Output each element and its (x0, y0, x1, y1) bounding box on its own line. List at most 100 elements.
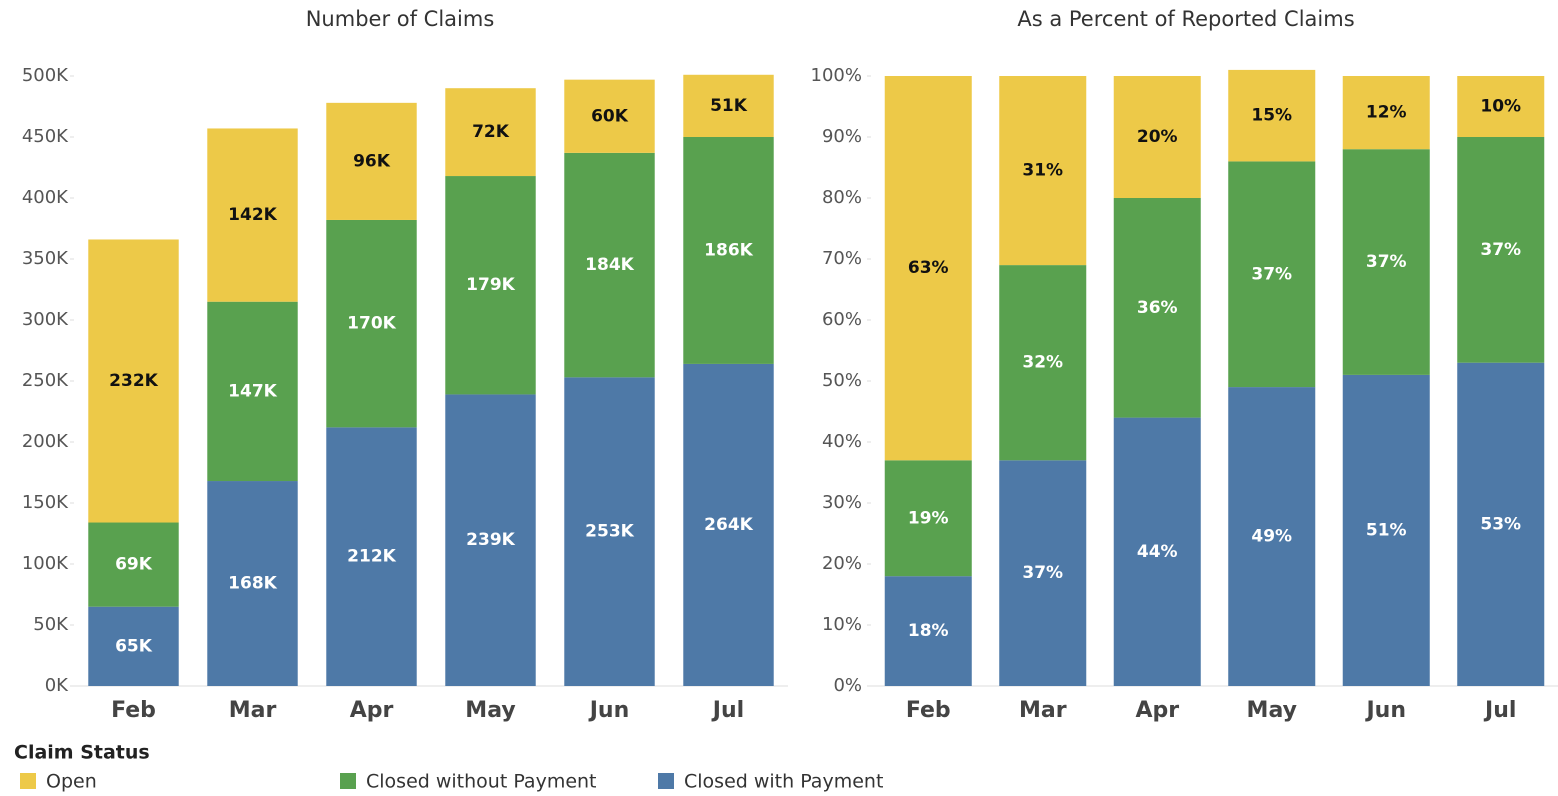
bar-segment (1342, 149, 1430, 375)
data-label: 239K (466, 530, 515, 550)
legend-label: Open (46, 771, 97, 793)
data-label: 15% (1251, 106, 1292, 126)
legend-swatch (20, 773, 36, 789)
x-tick-label: May (1247, 698, 1297, 723)
legend-label: Closed with Payment (684, 771, 883, 793)
data-label: 12% (1366, 103, 1407, 123)
y-tick-label: 50K (33, 614, 69, 635)
data-label: 37% (1251, 264, 1292, 284)
y-tick-label: 30% (822, 492, 862, 513)
x-tick-label: Apr (1135, 698, 1179, 723)
bar-segment (326, 427, 417, 686)
x-tick-label: Jul (711, 698, 744, 723)
bar-segment (445, 88, 536, 177)
bar-segment (326, 219, 417, 428)
y-tick-label: 100K (22, 553, 69, 574)
bar-segment (326, 102, 417, 220)
data-label: 264K (704, 515, 753, 535)
y-tick-label: 90% (822, 126, 862, 147)
bar-segment (1113, 76, 1201, 198)
data-label: 36% (1137, 298, 1178, 318)
x-tick-label: Feb (906, 698, 951, 723)
legend-swatch (658, 773, 674, 789)
x-tick-label: Feb (111, 698, 156, 723)
bar-segment (207, 301, 298, 482)
data-label: 147K (228, 381, 277, 401)
bar-segment (1342, 76, 1430, 150)
y-tick-label: 70% (822, 248, 862, 269)
bar-segment (445, 394, 536, 686)
y-tick-label: 500K (22, 65, 69, 86)
data-label: 72K (472, 122, 510, 142)
x-tick-label: Jun (588, 698, 630, 723)
bar-segment (445, 176, 536, 395)
data-label: 10% (1480, 97, 1521, 117)
data-label: 31% (1022, 161, 1063, 181)
bar-segment (999, 265, 1087, 461)
y-tick-label: 60% (822, 309, 862, 330)
y-tick-label: 200K (22, 431, 69, 452)
data-label: 49% (1251, 527, 1292, 547)
data-label: 184K (585, 255, 634, 275)
bar-segment (683, 137, 774, 364)
legend-title: Claim Status (14, 742, 150, 764)
data-label: 53% (1480, 514, 1521, 534)
bar-segment (884, 460, 972, 577)
data-label: 253K (585, 522, 634, 542)
y-tick-label: 0% (833, 675, 862, 696)
y-tick-label: 50% (822, 370, 862, 391)
data-label: 51K (710, 96, 748, 116)
data-label: 170K (347, 314, 396, 334)
y-tick-label: 10% (822, 614, 862, 635)
bar-segment (1342, 374, 1430, 686)
data-label: 60K (591, 106, 629, 126)
y-tick-label: 350K (22, 248, 69, 269)
bar-segment (884, 576, 972, 686)
legend-label: Closed without Payment (366, 771, 597, 793)
data-label: 37% (1480, 240, 1521, 260)
x-tick-label: Jun (1364, 698, 1406, 723)
data-label: 44% (1137, 542, 1178, 562)
y-tick-label: 20% (822, 553, 862, 574)
bar-segment (207, 481, 298, 686)
data-label: 19% (908, 508, 949, 528)
data-label: 65K (115, 636, 153, 656)
y-tick-label: 80% (822, 187, 862, 208)
data-label: 232K (109, 371, 158, 391)
bar-segment (1457, 362, 1545, 686)
data-label: 18% (908, 621, 949, 641)
x-tick-label: May (465, 698, 515, 723)
data-label: 142K (228, 205, 277, 225)
bar-segment (1228, 387, 1316, 686)
bar-segment (88, 239, 179, 523)
data-label: 179K (466, 275, 515, 295)
x-tick-label: Mar (1019, 698, 1067, 723)
y-tick-label: 300K (22, 309, 69, 330)
bar-segment (564, 152, 655, 378)
bar-segment (207, 128, 298, 302)
x-tick-label: Apr (350, 698, 394, 723)
bar-segment (1113, 198, 1201, 418)
bar-segment (1457, 137, 1545, 363)
bar-segment (564, 79, 655, 153)
bar-segment (88, 522, 179, 607)
bar-segment (999, 460, 1087, 686)
data-label: 32% (1022, 353, 1063, 373)
bar-segment (999, 76, 1087, 266)
bar-segment (88, 606, 179, 686)
data-label: 63% (908, 258, 949, 278)
y-tick-label: 150K (22, 492, 69, 513)
x-tick-label: Jul (1483, 698, 1516, 723)
bar-segment (1228, 161, 1316, 388)
data-label: 37% (1366, 252, 1407, 272)
bar-segment (1113, 417, 1201, 686)
chart-title: Number of Claims (306, 7, 495, 31)
bar-segment (884, 76, 972, 461)
y-tick-label: 400K (22, 187, 69, 208)
data-label: 186K (704, 240, 753, 260)
y-tick-label: 0K (45, 675, 69, 696)
bar-segment (683, 74, 774, 137)
bar-segment (1457, 76, 1545, 137)
x-tick-label: Mar (229, 698, 277, 723)
